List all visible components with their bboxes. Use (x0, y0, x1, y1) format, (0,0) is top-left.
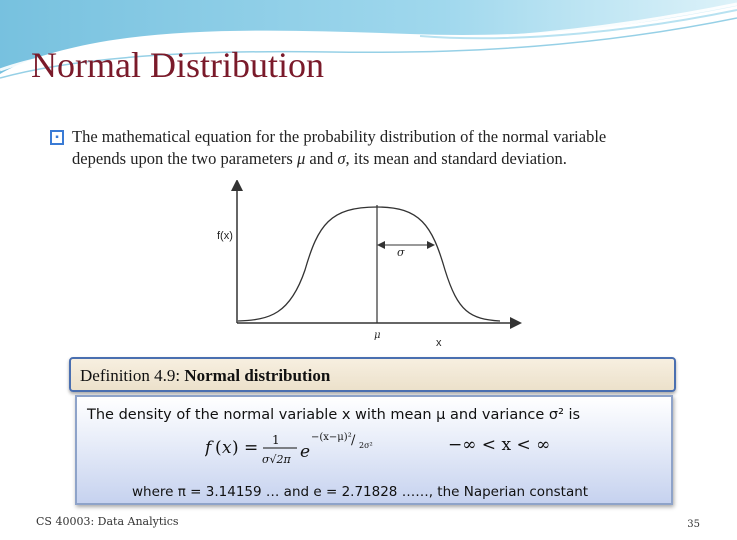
bullet-line2-prefix: depends upon the two parameters (72, 149, 293, 168)
constants-note: where π = 3.14159 … and e = 2.71828 ……, … (132, 484, 589, 500)
bullet-text: The mathematical equation for the probab… (72, 126, 702, 170)
bullet-line1: The mathematical equation for the probab… (72, 127, 607, 146)
mean-label: μ (374, 330, 381, 341)
svg-text:2σ²: 2σ² (359, 441, 373, 450)
decorative-swoosh (0, 0, 737, 79)
svg-text:x: x (222, 438, 232, 458)
footer-course: CS 40003: Data Analytics (36, 515, 179, 528)
bell-curve (237, 206, 501, 322)
domain-range: −∞ < x < ∞ (448, 435, 551, 455)
definition-number: Definition 4.9: (80, 366, 181, 385)
definition-title: Definition 4.9: Normal distribution (80, 366, 330, 386)
page-number: 35 (687, 519, 700, 530)
slide-title: Normal Distribution (31, 45, 324, 85)
svg-text:/: / (351, 433, 356, 448)
definition-header: Definition 4.9: Normal distribution (69, 357, 676, 392)
svg-text:) =: ) = (232, 438, 258, 458)
definition-name: Normal distribution (184, 366, 331, 385)
x-axis-label: x (436, 337, 442, 349)
svg-text:e: e (300, 442, 310, 462)
svg-text:σ√2π: σ√2π (262, 453, 292, 466)
bullet-icon: ▪ (50, 130, 64, 145)
svg-text:(: ( (215, 438, 222, 458)
definition-statement: The density of the normal variable x wit… (87, 407, 581, 423)
y-axis-label: f(x) (217, 230, 233, 242)
bullet-line2-suffix: , its mean and standard deviation. (345, 149, 567, 168)
svg-text:f: f (205, 438, 214, 458)
svg-text:1: 1 (272, 433, 280, 447)
sigma-label: σ (397, 246, 405, 259)
density-formula: f ( x ) = 1 σ√2π e −(x−μ)² / 2σ² (205, 432, 373, 466)
normal-curve-figure: f(x) σ μ x (217, 180, 522, 349)
mu-symbol: μ (296, 149, 306, 168)
and-word: and (309, 149, 334, 168)
sigma-symbol: σ (337, 149, 346, 168)
definition-body: The density of the normal variable x wit… (75, 395, 673, 505)
svg-text:−(x−μ)²: −(x−μ)² (311, 432, 352, 443)
